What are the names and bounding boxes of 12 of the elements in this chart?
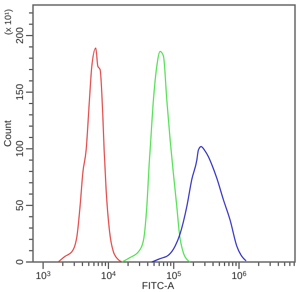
y-tick-label: 200: [15, 26, 26, 44]
x-tick-label: 10$^{5}$: [166, 270, 182, 282]
y-tick-label: 100: [15, 140, 26, 158]
x-tick-label: 10$^{6}$: [232, 270, 247, 282]
y-tick-label: 50: [15, 199, 26, 211]
x-tick-label: 10$^{3}$: [36, 270, 51, 282]
x-axis-title: FITC-A: [142, 281, 174, 292]
y-axis-title: Count: [3, 120, 14, 147]
y-tick-label: 0: [15, 258, 26, 265]
text: (x 10¹): [3, 8, 13, 36]
y-tick-label: 150: [15, 83, 26, 101]
x-tick-label: 10$^{4}$: [100, 270, 116, 282]
